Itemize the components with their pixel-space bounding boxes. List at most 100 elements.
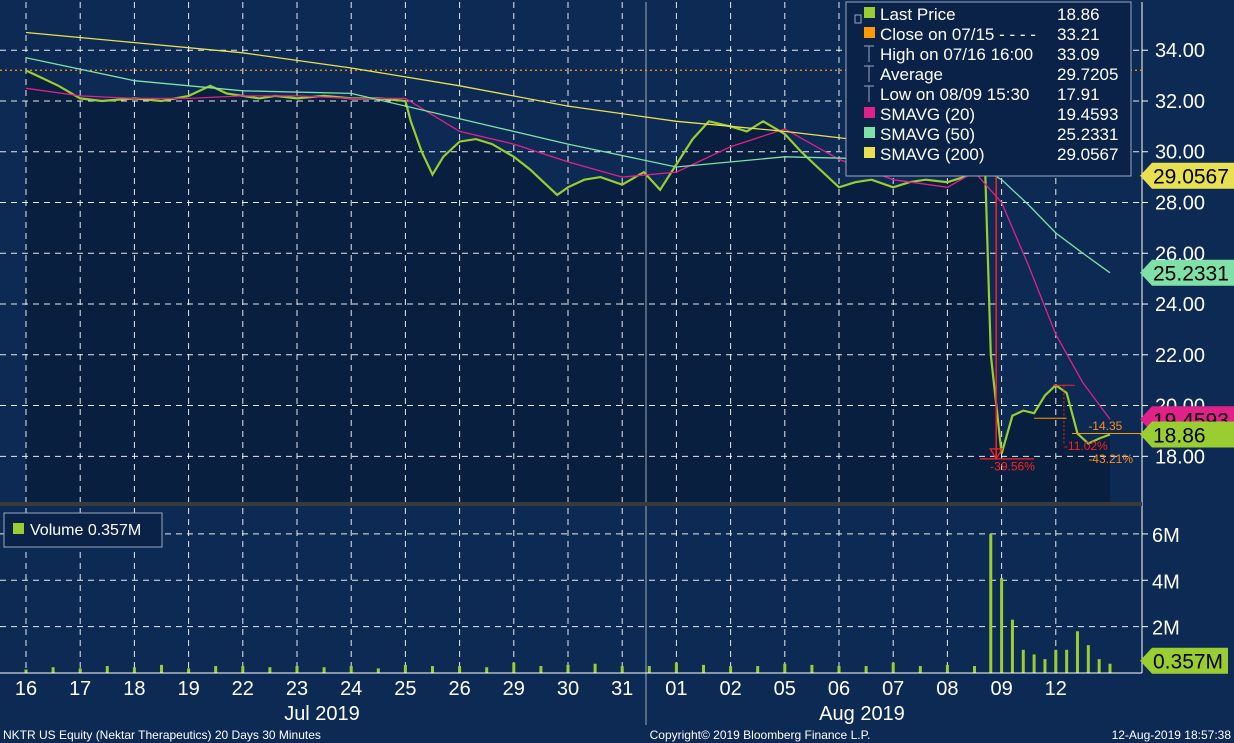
legend-swatch [864,127,875,138]
volume-bar [295,666,299,673]
overlay-layer: -39.56% -11.02% -14.35 -43.21% 29.0567 25.233… [979,161,1234,674]
annotation-label: -43.21% [1088,452,1133,466]
volume-bar [1010,619,1014,673]
legend-row: SMAVG (200) 29.0567 [864,145,1118,164]
volume-bar [1043,659,1047,673]
volume-bar [431,666,434,673]
volume-tick-label: 6M [1152,525,1180,547]
x-tick-label: 22 [232,678,254,700]
volume-bar [702,664,705,673]
volume-bar [1097,659,1101,673]
price-tag-label: 29.0567 [1153,166,1229,189]
volume-bar [1021,649,1025,673]
x-tick-label: 31 [611,678,633,700]
legend-label: Close on 07/15 - - - - [880,25,1036,44]
drawdown-arrow [989,448,1004,461]
volume-bar [1054,649,1058,673]
volume-bar [485,667,489,673]
legend-collapse-icon [854,14,862,24]
y-tick-label: 18.00 [1155,446,1205,468]
legend-row: Last Price 18.86 [864,5,1100,24]
volume-bar [891,662,895,673]
legend-value: 29.0567 [1057,145,1118,164]
price-tag: 18.86 [1140,421,1234,448]
volume-bar [322,667,326,673]
price-tag-label: 18.86 [1153,424,1206,447]
legend-value: 19.4593 [1057,105,1118,124]
volume-bar [1086,645,1090,673]
price-tag-box [1140,259,1234,286]
legend-label: High on 07/16 16:00 [880,45,1033,64]
series-line-smavg-20 [25,87,1111,420]
volume-legend-label: Volume 0.357M [30,522,141,539]
volume-bar [864,666,868,673]
price-tag-box [1140,421,1234,448]
series-line-smavg-50 [25,57,1111,274]
volume-bar [1032,654,1036,673]
annotation-label: -14.35 [1088,419,1122,433]
volume-tag: 0.357M [1140,647,1228,674]
legend-label: SMAVG (50) [880,125,975,144]
legend-label: Last Price [880,5,956,24]
legend-row: Close on 07/15 - - - - 33.21 [864,25,1100,44]
volume-bar [756,666,760,673]
volume-panel: 2M 4M 6M 16 17 18 19 22 23 24 25 26 29 30 31 01 02 05 06 07… [0,525,1180,725]
legend-value: 17.91 [1057,85,1100,104]
footer-right: 12-Aug-2019 18:57:38 [1112,728,1232,742]
volume-bar [187,668,191,673]
volume-tag-label: 0.357M [1153,651,1223,674]
x-tick-label: 08 [936,678,958,700]
volume-bar [945,664,949,673]
volume-bar [1108,663,1112,673]
month-label: Aug 2019 [819,703,905,725]
x-tick-label: 29 [503,678,525,700]
footer-center: Copyright© 2019 Bloomberg Finance L.P. [650,728,871,742]
y-tick-label: 34.00 [1155,40,1205,62]
volume-tag-box [1140,647,1228,674]
volume-bar [78,668,82,673]
legend-value: 33.21 [1057,25,1100,44]
volume-bar [918,666,922,673]
legend-label: SMAVG (20) [880,105,975,124]
volume-bar [403,664,407,673]
legend-label: SMAVG (200) [880,145,985,164]
volume-bar [566,664,570,673]
y-tick-label: 22.00 [1155,345,1205,367]
x-tick-label: 24 [340,678,362,700]
volume-bar [376,668,380,673]
x-tick-label: 05 [774,678,796,700]
volume-bar [620,666,624,673]
legend-swatch [864,147,875,158]
x-tick-label: 01 [665,678,687,700]
series-line-last-price [25,69,1111,455]
legend-value: 29.7205 [1057,65,1118,84]
volume-tick-label: 4M [1152,571,1180,593]
annotation-label: -39.56% [990,459,1035,473]
price-panel: 18.0020.0022.0024.0026.0028.0030.0032.00… [0,2,1205,725]
volume-bar [51,667,55,673]
volume-legend-swatch [13,523,24,534]
x-tick-label: 02 [719,678,741,700]
volume-bar [132,667,136,673]
volume-bar [539,666,543,673]
volume-bar [837,666,841,673]
volume-bar [647,666,651,673]
volume-bar [810,664,814,673]
y-tick-label: 30.00 [1155,142,1205,164]
legend-value: 33.09 [1057,45,1100,64]
x-tick-label: 18 [123,678,145,700]
volume-bar [1000,577,1004,673]
legend-row: SMAVG (50) 25.2331 [864,125,1118,144]
volume-bar [512,662,516,673]
x-tick-label: 26 [448,678,470,700]
volume-bar [593,663,597,673]
panel-separator[interactable] [0,502,1142,506]
annotation-label: -11.02% [1064,439,1108,453]
volume-bar [24,669,28,673]
volume-bar [241,666,245,673]
volume-bar [349,666,353,673]
x-tick-label: 23 [286,678,308,700]
x-tick-label: 25 [394,678,416,700]
y-tick-label: 24.00 [1155,294,1205,316]
